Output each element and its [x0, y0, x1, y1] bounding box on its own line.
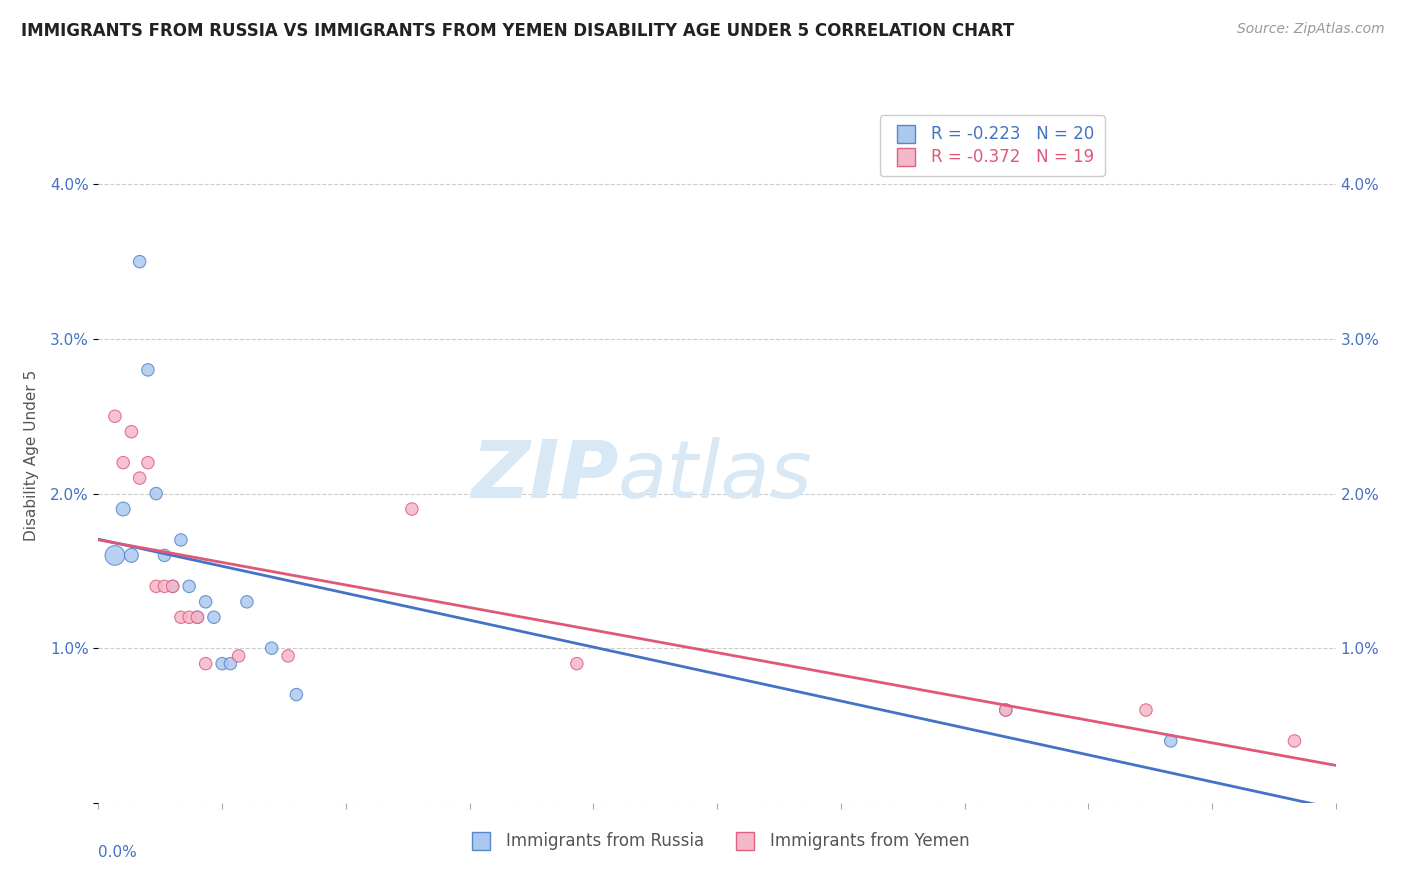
Point [194, 595, 217, 609]
Point [1284, 734, 1306, 748]
Point [236, 595, 259, 609]
Point [112, 456, 135, 470]
Point [170, 610, 193, 624]
Point [128, 471, 150, 485]
Point [153, 579, 176, 593]
Point [179, 610, 201, 624]
Point [162, 579, 184, 593]
Point [145, 579, 167, 593]
Point [104, 549, 127, 563]
Text: Source: ZipAtlas.com: Source: ZipAtlas.com [1237, 22, 1385, 37]
Text: 0.0%: 0.0% [98, 845, 138, 860]
Point [162, 579, 184, 593]
Point [194, 657, 217, 671]
Point [401, 502, 423, 516]
Y-axis label: Disability Age Under 5: Disability Age Under 5 [24, 369, 39, 541]
Point [211, 657, 233, 671]
Text: atlas: atlas [619, 437, 813, 515]
Point [260, 641, 283, 656]
Point [170, 533, 193, 547]
Point [1135, 703, 1157, 717]
Point [136, 363, 159, 377]
Point [285, 688, 308, 702]
Point [1160, 734, 1182, 748]
Point [136, 456, 159, 470]
Point [565, 657, 588, 671]
Point [202, 610, 225, 624]
Text: IMMIGRANTS FROM RUSSIA VS IMMIGRANTS FROM YEMEN DISABILITY AGE UNDER 5 CORRELATI: IMMIGRANTS FROM RUSSIA VS IMMIGRANTS FRO… [21, 22, 1014, 40]
Point [277, 648, 299, 663]
Point [186, 610, 208, 624]
Point [104, 409, 127, 424]
Point [179, 579, 201, 593]
Point [153, 549, 176, 563]
Point [994, 703, 1017, 717]
Point [219, 657, 242, 671]
Legend: Immigrants from Russia, Immigrants from Yemen: Immigrants from Russia, Immigrants from … [457, 826, 977, 857]
Point [112, 502, 135, 516]
Point [145, 486, 167, 500]
Point [128, 254, 150, 268]
Point [228, 648, 250, 663]
Point [120, 425, 142, 439]
Point [994, 703, 1017, 717]
Point [186, 610, 208, 624]
Text: ZIP: ZIP [471, 437, 619, 515]
Point [120, 549, 142, 563]
